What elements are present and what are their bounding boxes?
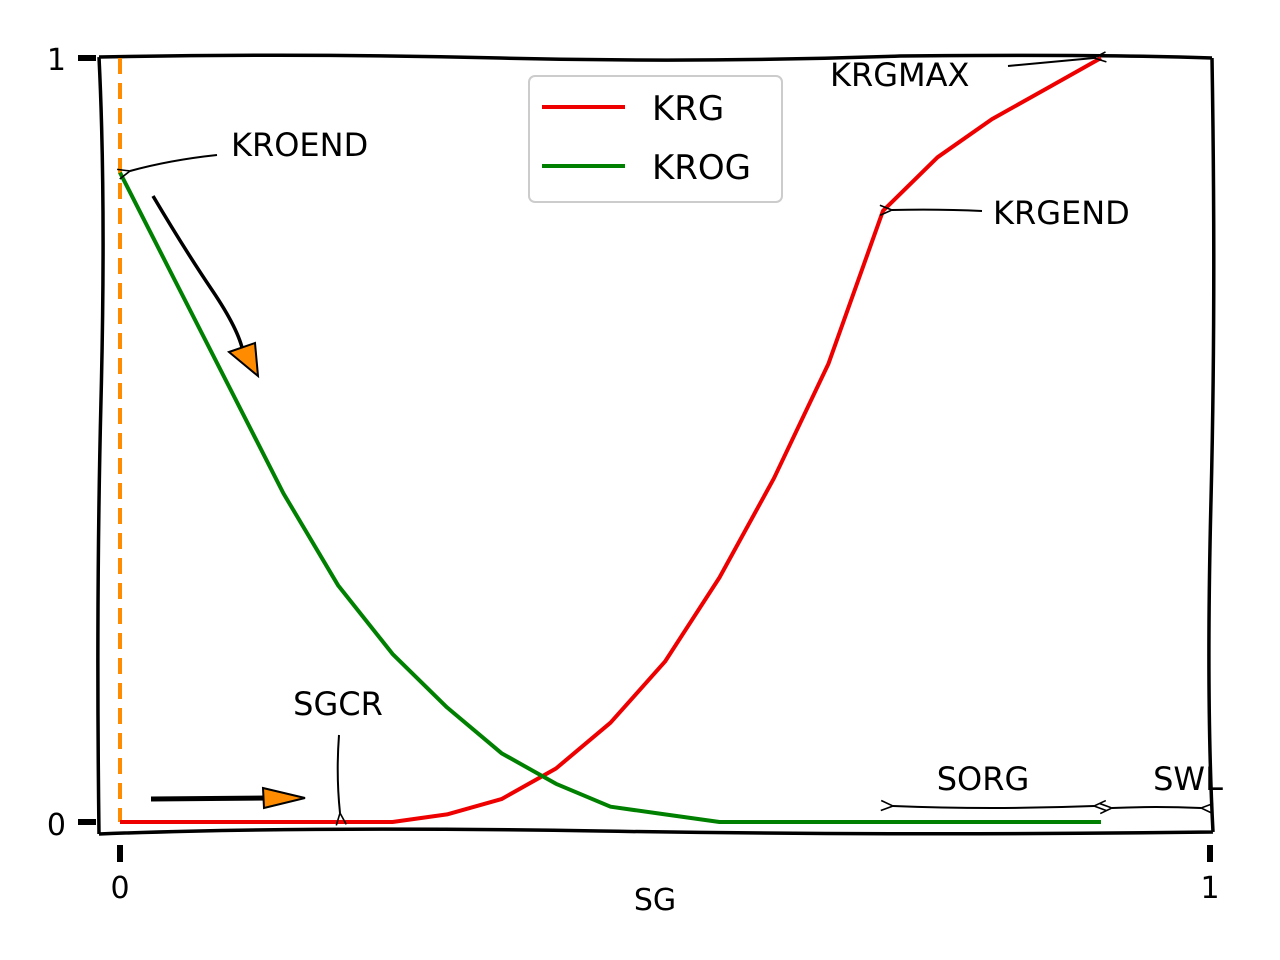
legend-label-krog: KROG [652, 148, 751, 188]
ytick-label-0: 0 [47, 808, 66, 843]
annotation-krgmax-label: KRGMAX [830, 56, 969, 94]
legend-label-krg: KRG [652, 89, 724, 129]
annotation-krgend-label: KRGEND [993, 194, 1130, 232]
annotation-sorg-label: SORG [937, 760, 1030, 798]
annotation-krgmax: KRGMAX [830, 56, 1094, 94]
annotation-swl: SWL [1112, 760, 1223, 808]
series-line-krog [118, 171, 1101, 824]
direction-arrow-krg [150, 786, 306, 810]
annotation-sgcr-label: SGCR [293, 685, 383, 723]
series-line-krg [120, 56, 1102, 824]
legend: KRG KROG [528, 75, 783, 203]
xtick-label-0: 0 [110, 871, 129, 906]
annotation-sorg: SORG [893, 760, 1094, 808]
annotation-kroend-label: KROEND [231, 126, 368, 164]
direction-arrow-krog [151, 195, 260, 379]
xtick-label-1: 1 [1200, 871, 1219, 906]
x-axis-label: SG [634, 883, 676, 918]
annotation-kroend: KROEND [130, 126, 368, 171]
annotation-swl-label: SWL [1153, 760, 1223, 798]
ytick-label-1: 1 [47, 43, 66, 78]
plot-frame [96, 53, 1216, 836]
annotation-sgcr: SGCR [293, 685, 383, 813]
annotation-krgend: KRGEND [892, 194, 1130, 232]
